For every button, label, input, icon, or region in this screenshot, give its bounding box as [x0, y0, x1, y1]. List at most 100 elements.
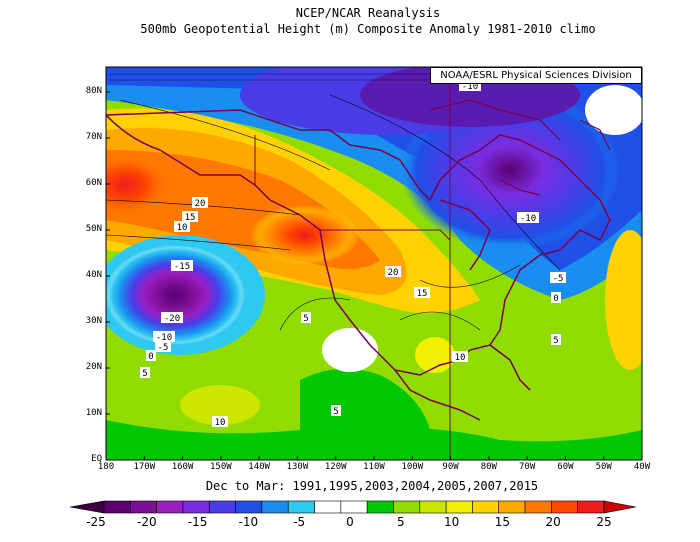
lon-label: 100W: [401, 462, 424, 472]
lon-label: 120W: [324, 462, 347, 472]
contour-label-bg: [551, 334, 561, 345]
contour-label-bg: [182, 211, 198, 222]
contour-label: 15: [185, 213, 196, 223]
colorbar-swatch: [314, 500, 342, 514]
lon-label: 130W: [286, 462, 309, 472]
colorbar-swatch: [551, 500, 578, 514]
lat-label: 10N: [85, 408, 102, 418]
lon-label: 160W: [171, 462, 194, 472]
colorbar-swatch: [498, 500, 526, 514]
lon-label: 90W: [442, 462, 459, 472]
lon-label: 110W: [363, 462, 385, 472]
lon-label: 60W: [557, 462, 574, 472]
contour-label-bg: [551, 292, 561, 303]
contour-label: 20: [195, 199, 206, 209]
contour-label-bg: [331, 405, 341, 416]
contour-label-bg: [550, 272, 566, 283]
contour-label-bg: [385, 266, 401, 277]
lon-label: 50W: [595, 462, 612, 472]
contour-label: 5: [142, 369, 147, 379]
contour-label-bg: [517, 212, 539, 223]
colorbar-swatch: [472, 500, 500, 514]
colorbar-swatch: [445, 500, 473, 514]
lon-label: 150W: [210, 462, 232, 472]
contour-label: 0: [148, 352, 153, 362]
lat-label: EQ: [91, 454, 102, 464]
colorbar-swatch: [393, 500, 421, 514]
lat-label: 30N: [85, 316, 102, 326]
colorbar-swatch: [261, 500, 289, 514]
colorbar-tick-label: -15: [187, 515, 208, 529]
lon-label: 140W: [248, 462, 270, 472]
map-subtitle: 500mb Geopotential Height (m) Composite …: [140, 22, 596, 36]
colorbar-tick-label: -10: [238, 515, 259, 529]
colorbar-swatch: [577, 500, 605, 514]
contour-label-bg: [161, 312, 183, 323]
contour-label-bg: [153, 331, 175, 342]
period-text: Dec to Mar: 1991,1995,2003,2004,2005,200…: [205, 479, 539, 493]
colorbar-high-arrow: [603, 500, 637, 514]
colorbar-tick-label: 5: [396, 515, 405, 529]
colorbar-swatch: [235, 500, 263, 514]
contour-label-bg: [212, 416, 228, 427]
colorbar-swatch: [156, 500, 184, 514]
lon-label: 180: [97, 462, 115, 472]
colorbar-swatch: [103, 500, 131, 514]
contour-label-bg: [174, 221, 190, 232]
contour-label-bg: [192, 197, 208, 208]
contour-label-bg: [155, 341, 171, 352]
colorbar-tick-label: -20: [136, 515, 157, 529]
contour-label: 5: [303, 314, 308, 324]
lat-label: 40N: [85, 270, 102, 280]
contour-label: 10: [177, 223, 188, 233]
lat-label: 20N: [85, 362, 102, 372]
lon-label: 40W: [633, 462, 651, 472]
colorbar-swatch: [130, 500, 157, 514]
lat-label: 60N: [85, 178, 102, 188]
contour-label-bg: [414, 287, 430, 298]
contour-label: -15: [174, 262, 190, 272]
colorbar-tick-label: 15: [494, 515, 511, 529]
contour-label: -10: [520, 214, 536, 224]
contour-label: 20: [388, 268, 399, 278]
contour-label: 5: [333, 407, 338, 417]
colorbar-tick-label: -5: [293, 515, 306, 529]
lat-label: 80N: [85, 86, 102, 96]
contour-label: -10: [156, 333, 172, 343]
colorbar-tick-label: 25: [596, 515, 612, 529]
colorbar-swatch: [419, 500, 447, 514]
contour-label-bg: [171, 260, 193, 271]
colorbar-swatch: [287, 500, 315, 514]
colorbar-low-arrow: [69, 500, 105, 514]
contour-label: 5: [553, 336, 558, 346]
contour-label: 15: [417, 289, 428, 299]
colorbar-swatch: [340, 500, 368, 514]
contour-label-bg: [452, 351, 468, 362]
colorbar-swatch: [524, 500, 552, 514]
contour-label: -5: [158, 343, 169, 353]
contour-label: -20: [164, 314, 180, 324]
contour-label: -10: [462, 82, 478, 92]
contour-label: 10: [455, 353, 466, 363]
lat-label: 50N: [85, 224, 102, 234]
contour-label-bg: [146, 350, 156, 361]
colorbar-swatch: [208, 500, 236, 514]
contour-label: 10: [215, 418, 226, 428]
lon-label: 80W: [480, 462, 497, 472]
colorbar-tick-label: 20: [545, 515, 561, 529]
lat-label: 70N: [85, 132, 102, 142]
colorbar-swatch: [366, 500, 394, 514]
contour-label-bg: [140, 367, 150, 378]
colorbar-tick-label: -25: [86, 515, 106, 529]
colorbar-tick-label: 0: [346, 515, 354, 529]
colorbar-swatch: [182, 500, 210, 514]
contour-label: -5: [553, 274, 564, 284]
contour-label-bg: [301, 312, 311, 323]
contour-label-bg: [459, 80, 481, 91]
credit-box: NOAA/ESRL Physical Sciences Division: [430, 67, 642, 84]
colorbar-tick-label: 10: [443, 515, 460, 529]
lon-label: 170W: [133, 462, 156, 472]
lon-label: 70W: [519, 462, 536, 472]
map-title: NCEP/NCAR Reanalysis: [295, 6, 441, 20]
